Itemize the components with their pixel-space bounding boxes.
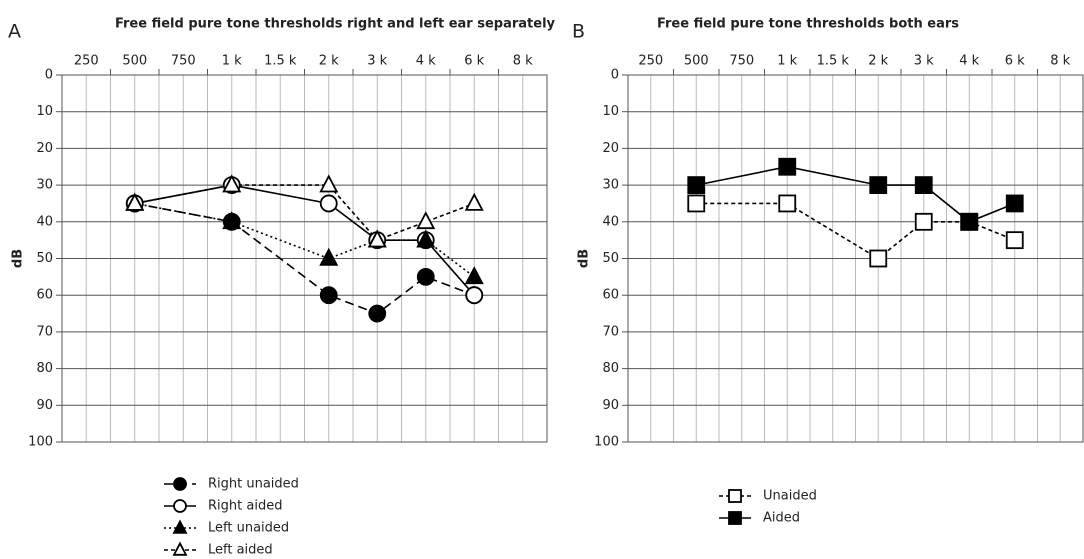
series-line (134, 184, 475, 242)
marker (914, 212, 933, 231)
panel-label: A (8, 21, 21, 43)
x-tick-label: 8 k (513, 54, 533, 69)
marker (416, 229, 436, 248)
marker (869, 249, 888, 268)
marker (465, 286, 484, 305)
x-tick-label: 250 (74, 54, 99, 69)
legend-label: Right unaided (208, 477, 299, 492)
legend-marker (172, 541, 188, 556)
y-tick-label: 20 (602, 141, 619, 156)
x-tick-label: 1 k (777, 54, 797, 69)
legend-marker (173, 477, 187, 491)
y-tick-label: 20 (36, 141, 53, 156)
legend-label: Aided (763, 511, 800, 526)
x-tick-label: 2 k (319, 54, 339, 69)
y-axis-label: dB (11, 249, 26, 268)
legend-label: Left unaided (208, 521, 289, 536)
plot-frame (627, 74, 1084, 443)
y-tick-label: 10 (602, 104, 619, 119)
legend-label: Unaided (763, 489, 817, 504)
marker (778, 194, 797, 213)
x-tick-label: 250 (638, 54, 663, 69)
y-tick-label: 60 (602, 288, 619, 303)
y-tick-label: 70 (36, 324, 53, 339)
marker (869, 176, 888, 195)
y-tick-label: 50 (602, 251, 619, 266)
x-tick-label: 3 k (914, 54, 934, 69)
y-tick-label: 50 (36, 251, 53, 266)
x-tick-label: 500 (684, 54, 709, 69)
y-tick-label: 90 (36, 398, 53, 413)
x-tick-label: 500 (122, 54, 147, 69)
marker (416, 267, 435, 286)
legend-marker (728, 511, 742, 525)
y-axis-label: dB (577, 249, 592, 268)
marker (222, 174, 242, 193)
series-line (134, 184, 475, 296)
y-tick-label: 0 (611, 68, 619, 83)
y-tick-label: 80 (36, 361, 53, 376)
chart-title: Free field pure tone thresholds right an… (115, 17, 556, 32)
marker (319, 194, 338, 213)
marker (464, 266, 484, 285)
marker (319, 247, 339, 266)
plot-frame (61, 74, 548, 443)
x-tick-label: 3 k (367, 54, 387, 69)
marker (368, 304, 387, 323)
marker (1005, 231, 1024, 250)
marker (914, 176, 933, 195)
legend-label: Right aided (208, 499, 282, 514)
marker (960, 212, 979, 231)
legend-label: Left aided (208, 543, 273, 558)
y-tick-label: 70 (602, 324, 619, 339)
marker (125, 192, 145, 211)
chart-title: Free field pure tone thresholds both ear… (657, 17, 959, 32)
y-tick-label: 30 (36, 178, 53, 193)
marker (367, 229, 387, 248)
legend-marker (173, 499, 187, 513)
x-tick-label: 1 k (222, 54, 242, 69)
y-tick-label: 40 (36, 214, 53, 229)
marker (319, 174, 339, 193)
x-tick-label: 1.5 k (817, 54, 850, 69)
x-tick-label: 2 k (868, 54, 888, 69)
y-tick-label: 30 (602, 178, 619, 193)
legend-marker (728, 489, 742, 503)
marker (319, 286, 338, 305)
x-tick-label: 4 k (959, 54, 979, 69)
y-tick-label: 90 (602, 398, 619, 413)
y-tick-label: 60 (36, 288, 53, 303)
legend-marker (172, 519, 188, 534)
x-tick-label: 1.5 k (264, 54, 297, 69)
y-tick-label: 40 (602, 214, 619, 229)
y-tick-label: 80 (602, 361, 619, 376)
x-tick-label: 4 k (416, 54, 436, 69)
marker (687, 194, 706, 213)
y-tick-label: 0 (45, 68, 53, 83)
marker (416, 211, 436, 230)
marker (687, 176, 706, 195)
y-tick-label: 100 (594, 435, 619, 450)
marker (1005, 194, 1024, 213)
marker (778, 157, 797, 176)
x-tick-label: 750 (729, 54, 754, 69)
y-tick-label: 100 (28, 435, 53, 450)
marker (222, 211, 242, 230)
x-tick-label: 6 k (464, 54, 484, 69)
y-tick-label: 10 (36, 104, 53, 119)
marker (464, 192, 484, 211)
x-tick-label: 8 k (1050, 54, 1070, 69)
x-tick-label: 6 k (1005, 54, 1025, 69)
panel-label: B (572, 21, 585, 43)
x-tick-label: 750 (171, 54, 196, 69)
